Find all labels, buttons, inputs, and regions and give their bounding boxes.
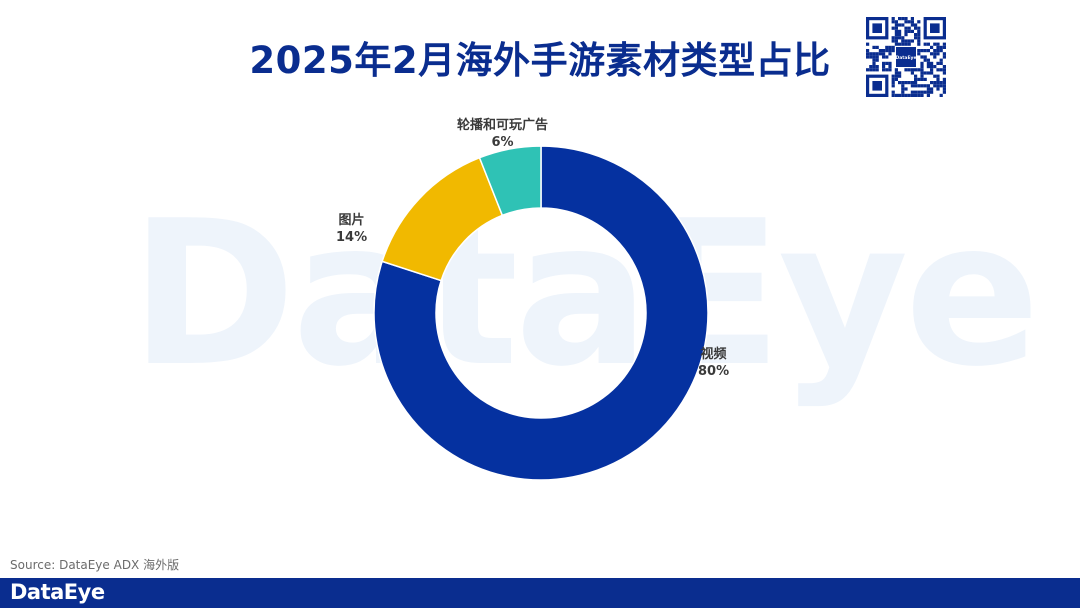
- qr-center-badge: [896, 47, 916, 67]
- slice-label-image-name: 图片: [338, 213, 365, 228]
- source-note: Source: DataEye ADX 海外版: [10, 558, 180, 572]
- slice-label-image-value: 14%: [336, 230, 368, 245]
- slice-label-playable: 轮播和可玩广告 6%: [457, 117, 548, 151]
- slice-playable: [478, 145, 542, 217]
- chart-title: 2025年2月海外手游素材类型占比: [249, 39, 831, 82]
- slice-label-image: 图片 14%: [336, 212, 367, 246]
- slice-label-video: 视频 80%: [698, 346, 729, 380]
- slice-video: [373, 145, 709, 481]
- qr-code: DataEye: [866, 17, 946, 97]
- slice-image: [381, 156, 504, 282]
- footer-logo: DataEye: [10, 580, 105, 604]
- slice-label-playable-name: 轮播和可玩广告: [457, 118, 549, 133]
- slice-label-playable-value: 6%: [491, 135, 514, 150]
- footer-bar: DataEye: [0, 578, 1080, 608]
- qr-badge-text: DataEye: [895, 55, 916, 61]
- slice-label-video-name: 视频: [700, 347, 727, 362]
- slice-label-video-value: 80%: [698, 364, 730, 379]
